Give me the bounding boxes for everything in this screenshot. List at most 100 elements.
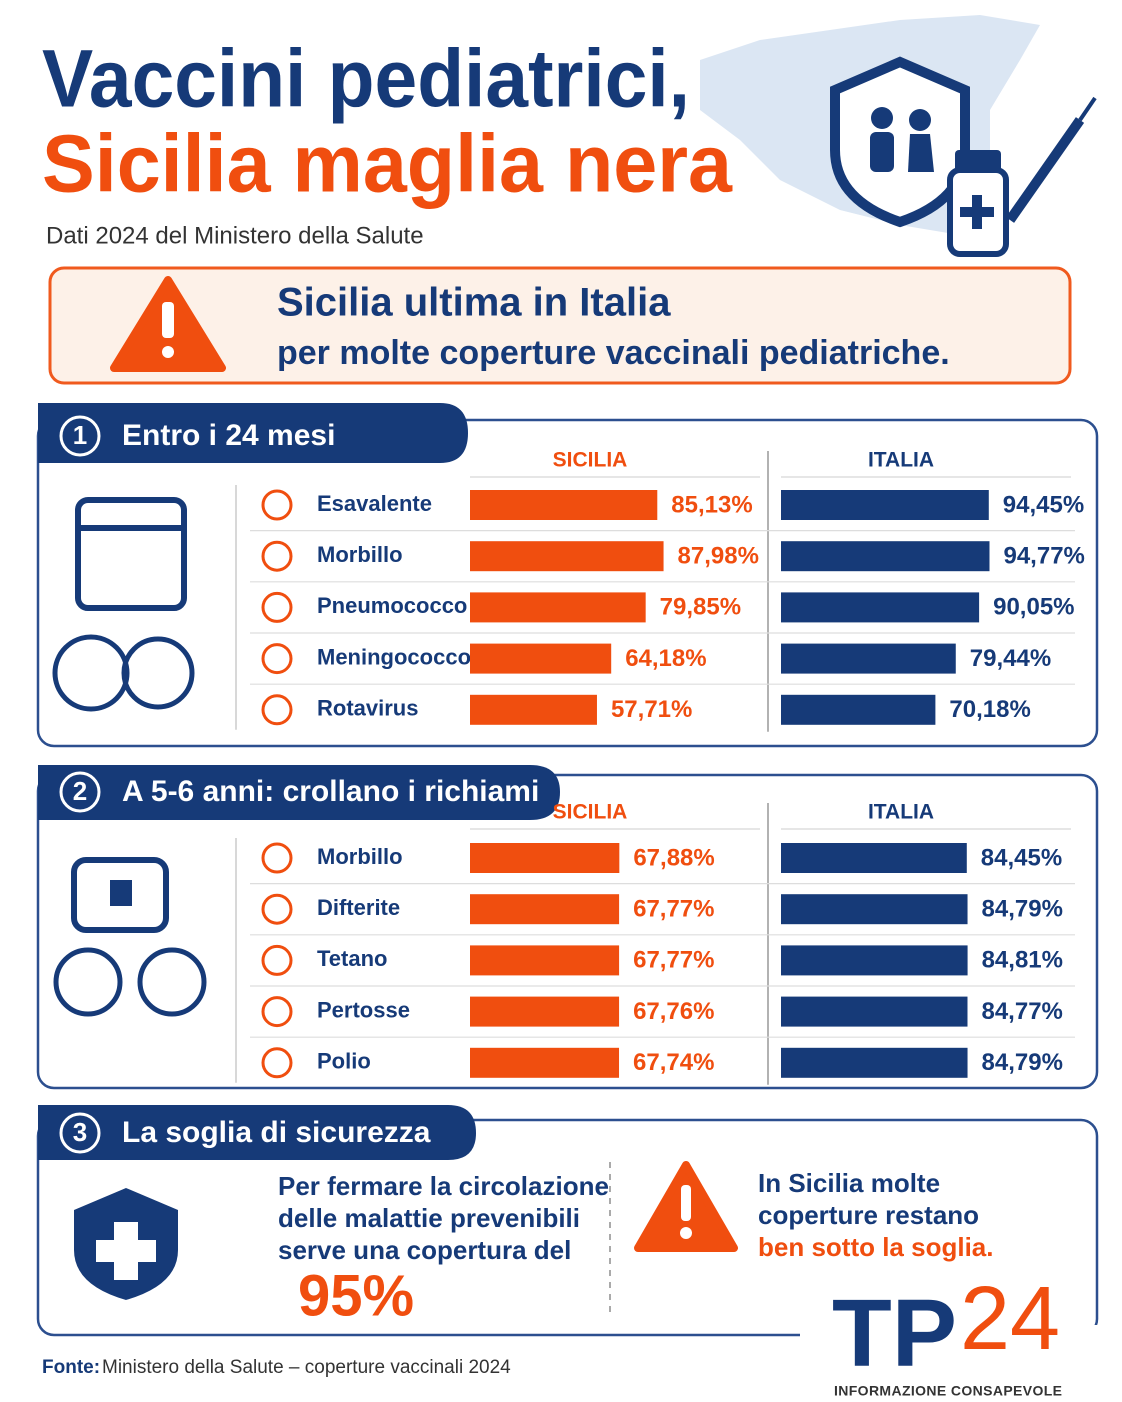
threshold-text: delle malattie prevenibili xyxy=(278,1203,580,1233)
warning-text: coperture restano xyxy=(758,1200,979,1230)
category-label: Pneumococco xyxy=(317,593,467,618)
alert-box xyxy=(48,266,1072,385)
value-label: 94,77% xyxy=(1003,543,1084,570)
title-line-1: Vaccini pediatrici, xyxy=(42,34,690,125)
number-circle xyxy=(59,771,101,813)
backpack-pocket xyxy=(110,880,132,906)
shield-cross xyxy=(96,1222,156,1280)
row-icon xyxy=(261,540,293,572)
section-box xyxy=(36,418,1099,748)
value-label: 84,79% xyxy=(982,896,1063,923)
source: Ministero della Salute – coperture vacci… xyxy=(102,1357,511,1378)
row-icon xyxy=(261,591,293,623)
bar xyxy=(781,945,968,976)
row-icon xyxy=(261,643,293,675)
warning-mark xyxy=(681,1185,691,1221)
shield-icon xyxy=(830,56,970,228)
section-title: A 5-6 anni: crollano i richiami xyxy=(122,775,539,808)
value-label: 84,79% xyxy=(982,1049,1063,1076)
column-header: ITALIA xyxy=(868,449,934,472)
bar xyxy=(781,490,989,520)
value-label: 67,76% xyxy=(633,998,714,1025)
bar xyxy=(470,643,612,674)
value-label: 84,77% xyxy=(981,998,1062,1025)
value-label: 57,71% xyxy=(611,696,692,723)
value-label: 67,88% xyxy=(633,844,714,871)
syringe-icon xyxy=(1005,117,1085,223)
value-label: 64,18% xyxy=(625,645,706,672)
category-label: Pertosse xyxy=(317,997,410,1022)
backpack-icon xyxy=(71,857,169,933)
subtitle: Dati 2024 del Ministero della Salute xyxy=(46,222,424,249)
vial-cross xyxy=(960,195,994,229)
bar xyxy=(781,592,980,623)
bar xyxy=(781,643,956,674)
bar xyxy=(470,592,646,623)
logo-letters: TP xyxy=(832,1279,957,1386)
bar xyxy=(470,694,597,725)
column-header: SICILIA xyxy=(553,449,628,472)
row-icon xyxy=(261,944,293,976)
logo-number: 24 xyxy=(960,1269,1060,1369)
warning-text: In Sicilia molte xyxy=(758,1168,940,1198)
logo-tagline: INFORMAZIONE CONSAPEVOLE xyxy=(834,1383,1064,1399)
section-box xyxy=(36,1118,1099,1337)
warning-text: ben sotto la soglia. xyxy=(758,1232,993,1262)
category-label: Morbillo xyxy=(317,844,403,869)
vial-cap xyxy=(955,150,1001,172)
section-tab xyxy=(38,403,468,463)
section-box xyxy=(36,773,1099,1090)
warning-dot xyxy=(162,346,174,358)
bar xyxy=(781,996,968,1027)
value-label: 94,45% xyxy=(1003,491,1084,518)
category-label: Difterite xyxy=(317,895,400,920)
row-icon xyxy=(261,1047,293,1079)
child-face xyxy=(53,947,123,1017)
baby-face xyxy=(121,636,195,710)
column-header: SICILIA xyxy=(553,801,628,824)
category-label: Meningococco B xyxy=(317,644,493,669)
section-tab xyxy=(38,765,560,820)
category-label: Morbillo xyxy=(317,542,403,567)
section-number: 2 xyxy=(73,776,87,806)
threshold-text: serve una copertura del xyxy=(278,1235,571,1265)
value-label: 90,05% xyxy=(993,594,1074,621)
logo-gap xyxy=(800,1325,1100,1345)
bar xyxy=(470,1047,620,1078)
child-face xyxy=(137,947,207,1017)
calendar-icon xyxy=(75,497,187,611)
alert-line-2: per molte coperture vaccinali pediatrich… xyxy=(277,334,950,372)
section-title: Entro i 24 mesi xyxy=(122,419,335,452)
category-label: Rotavirus xyxy=(317,696,418,721)
alert-line-1: Sicilia ultima in Italia xyxy=(277,281,671,325)
warning-dot xyxy=(680,1227,692,1239)
category-label: Polio xyxy=(317,1049,371,1074)
value-label: 84,45% xyxy=(981,844,1062,871)
value-label: 67,77% xyxy=(633,947,714,974)
value-label: 79,44% xyxy=(970,645,1051,672)
syringe-plunger xyxy=(1078,96,1097,122)
value-label: 84,81% xyxy=(982,947,1063,974)
category-label: Esavalente xyxy=(317,491,432,516)
threshold: 95% xyxy=(298,1263,414,1328)
child-icon xyxy=(871,107,893,129)
bar xyxy=(470,945,620,976)
number-circle xyxy=(59,1112,101,1154)
child-icon xyxy=(870,132,894,172)
bar xyxy=(470,541,664,572)
row-icon xyxy=(261,842,293,874)
warning-mark xyxy=(162,302,174,338)
bar xyxy=(470,894,620,925)
category-label: Tetano xyxy=(317,946,387,971)
source-label: Fonte: xyxy=(42,1357,100,1378)
bar xyxy=(781,843,967,873)
section-title: La soglia di sicurezza xyxy=(122,1116,431,1149)
value-label: 87,98% xyxy=(678,543,759,570)
child-icon xyxy=(909,109,931,131)
value-label: 67,74% xyxy=(633,1049,714,1076)
row-icon xyxy=(261,996,293,1028)
bar xyxy=(781,694,936,725)
row-icon xyxy=(261,489,293,521)
